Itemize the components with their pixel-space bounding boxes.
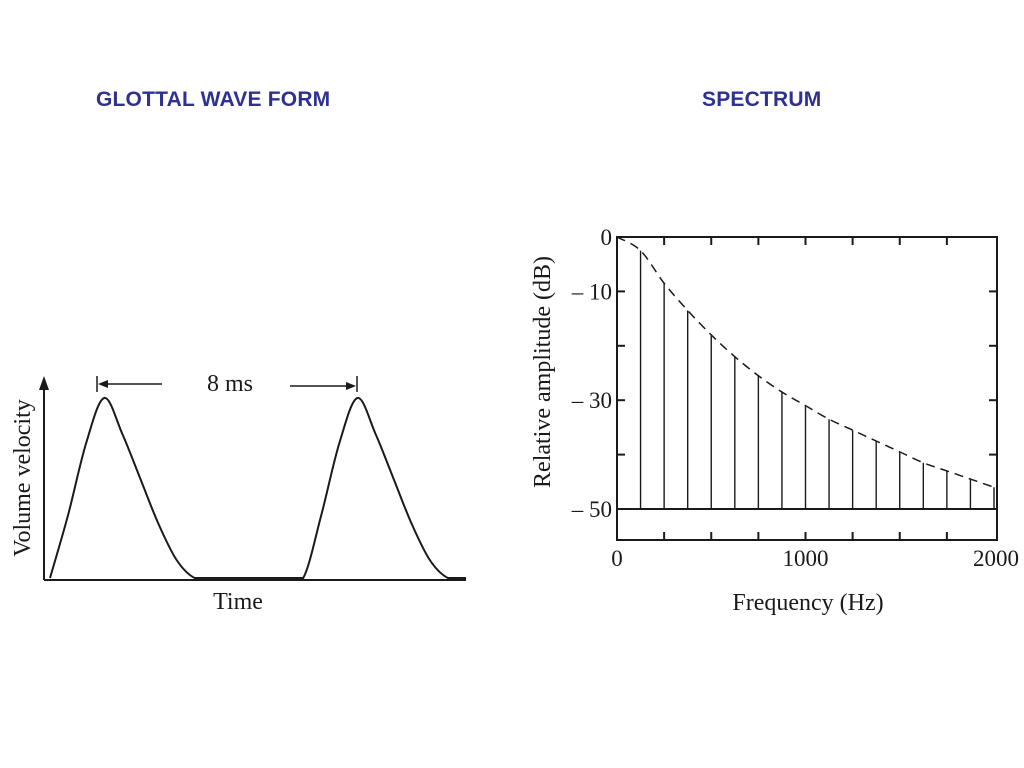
x-tick-label: 0 (611, 546, 623, 571)
y-tick-label: – 50 (571, 497, 612, 522)
y-tick-label: – 10 (571, 279, 612, 304)
y-tick-label: – 30 (571, 388, 612, 413)
period-label: 8 ms (207, 371, 253, 397)
x-tick-label: 2000 (973, 546, 1019, 571)
period-right-arrowhead (346, 382, 356, 390)
period-left-arrowhead (98, 380, 108, 388)
waveform-y-axis-label: Volume velocity (10, 399, 36, 557)
spectrum-x-axis-label: Frequency (Hz) (732, 590, 883, 616)
spectrum-title: SPECTRUM (702, 88, 822, 111)
spectrum-plot-frame (616, 236, 998, 541)
spectrum-y-axis-label: Relative amplitude (dB) (530, 256, 556, 488)
spectrum-x-ticks: 0 1000 2000 (611, 237, 1019, 571)
y-tick-label: 0 (601, 225, 613, 250)
period-marker: 8 ms (96, 371, 358, 397)
waveform-axes (39, 376, 466, 581)
spectrum-harmonics (639, 250, 995, 509)
spectrum-y-ticks: 0 – 10 – 30 – 50 (571, 225, 997, 522)
x-tick-label: 1000 (783, 546, 829, 571)
waveform-series-line (49, 397, 466, 579)
waveform-x-axis-label: Time (213, 589, 263, 615)
waveform-y-arrow (39, 376, 49, 390)
spectrum-envelope-dashed (616, 236, 995, 488)
glottal-waveform-title: GLOTTAL WAVE FORM (96, 88, 331, 111)
